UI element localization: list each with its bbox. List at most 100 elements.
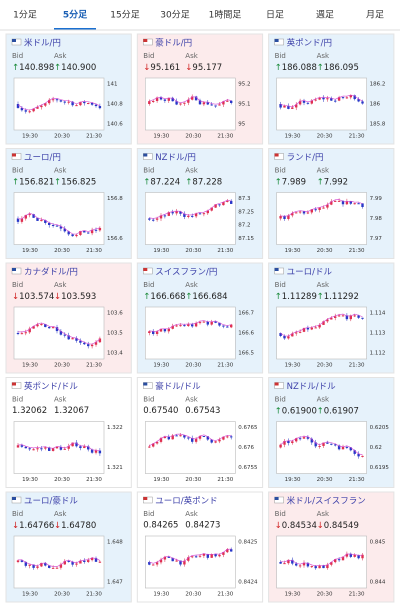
candle-body: [291, 213, 294, 216]
rate: 0.61907: [324, 406, 359, 416]
x-tick-label: 21:30: [349, 134, 365, 140]
moving-average: [280, 199, 363, 217]
candle-body: [175, 101, 178, 105]
candle-body: [83, 446, 86, 449]
x-tick-label: 21:30: [349, 477, 365, 483]
candle-body: [59, 564, 63, 568]
pair-name: 豪ドル/ドル: [155, 381, 201, 392]
candle-body: [302, 437, 306, 439]
tab[interactable]: 週足: [316, 10, 334, 21]
tab[interactable]: 15分足: [110, 10, 139, 21]
pair-name: NZドル/円: [155, 153, 196, 163]
ask-value: ↑166.684: [185, 292, 227, 302]
y-tick-label: 166.5: [238, 351, 254, 357]
candle-body: [306, 437, 310, 439]
candle-body: [90, 229, 94, 234]
candle-body: [194, 438, 198, 442]
ask-value: ↑7.992: [317, 177, 348, 187]
candle-body: [226, 549, 229, 553]
candle-body: [167, 97, 170, 101]
ask-label: Ask: [185, 510, 198, 518]
candle-body: [90, 344, 94, 347]
candle-body: [32, 214, 35, 218]
candle-body: [279, 104, 282, 108]
candle-body: [44, 103, 47, 106]
candle-body: [198, 100, 202, 105]
candle-body: [194, 322, 198, 327]
candle-body: [20, 560, 24, 562]
tab[interactable]: 1時間足: [209, 10, 242, 21]
candle-body: [361, 317, 364, 319]
bid-label: Bid: [12, 52, 23, 60]
flag-mark: [143, 268, 148, 271]
x-tick-label: 20:30: [54, 363, 70, 369]
x-tick-label: 20:30: [317, 248, 333, 254]
trend-arrow: ↑: [143, 177, 150, 187]
trend-arrow: ↑: [275, 292, 282, 302]
bid-value: ↑87.224: [143, 177, 180, 187]
candle-body: [326, 204, 329, 208]
candle-body: [63, 334, 66, 336]
candle-body: [202, 102, 206, 105]
tab[interactable]: 月足: [366, 10, 384, 21]
ask-label: Ask: [317, 510, 330, 518]
candle-body: [179, 560, 182, 565]
bid-label: Bid: [275, 396, 286, 404]
tab-label: 5分足: [63, 9, 88, 21]
candle-body: [98, 106, 102, 109]
y-tick-label: 186.2: [370, 82, 386, 88]
trend-arrow: ↑: [12, 177, 19, 187]
tab[interactable]: 日足: [266, 10, 284, 21]
candle-body: [191, 556, 194, 558]
candle-body: [330, 201, 333, 205]
candle-body: [337, 200, 341, 202]
candle-body: [55, 99, 59, 101]
candle-body: [230, 200, 233, 204]
candle-body: [87, 560, 90, 562]
candle-body: [345, 553, 349, 557]
candle-body: [187, 437, 190, 439]
candle-body: [222, 325, 225, 327]
tab[interactable]: 1分足: [13, 10, 37, 21]
y-tick-label: 156.8: [107, 196, 123, 202]
y-tick-label: 103.4: [107, 351, 123, 357]
candle-body: [194, 556, 198, 558]
pair-name: カナダドル/円: [24, 267, 78, 278]
candle-body: [295, 212, 298, 214]
candle-body: [94, 229, 98, 231]
candle-body: [171, 557, 174, 562]
candle-body: [341, 200, 345, 205]
x-tick-label: 21:30: [217, 363, 233, 369]
candle-body: [155, 441, 159, 444]
tab[interactable]: 5分足: [54, 9, 96, 31]
tab-label: 15分足: [110, 10, 139, 21]
candle-body: [163, 436, 167, 439]
rate: 166.684: [192, 292, 227, 302]
tab[interactable]: 30分足: [160, 10, 189, 21]
y-tick-label: 185.8: [370, 122, 386, 128]
candle-body: [214, 204, 217, 208]
candle-body: [40, 324, 43, 326]
ask-label: Ask: [185, 396, 198, 404]
candle-body: [179, 435, 182, 437]
rate: 156.825: [61, 177, 96, 187]
candle-body: [51, 327, 55, 329]
candle-body: [210, 104, 213, 106]
y-tick-label: 87.2: [238, 223, 250, 229]
